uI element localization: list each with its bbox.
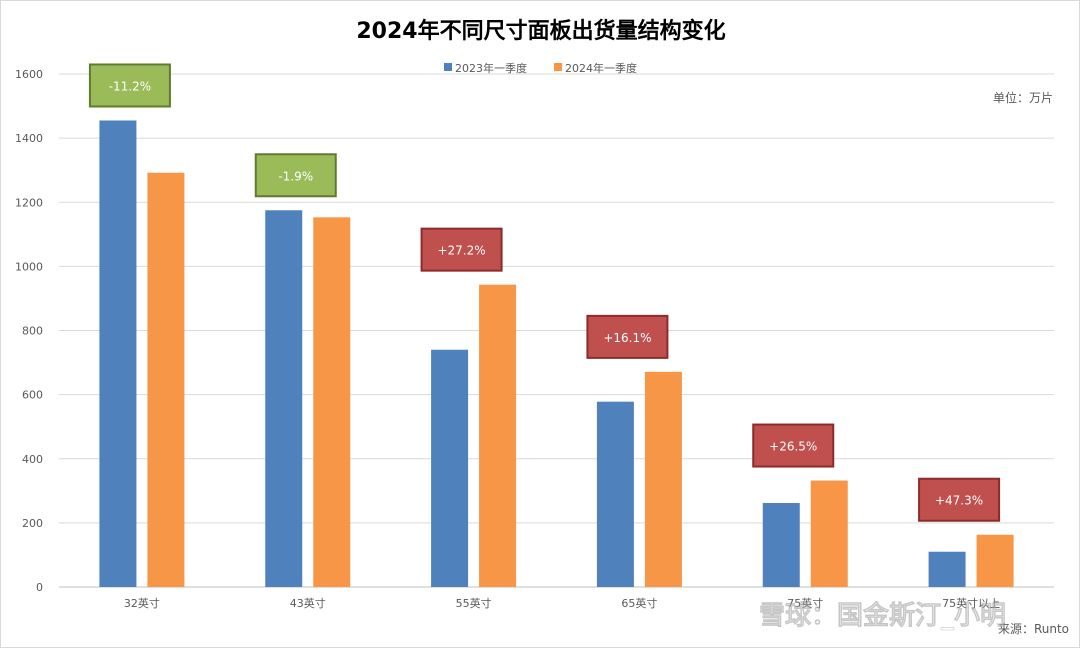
change-callout: +47.3% — [918, 477, 1001, 522]
change-callout-label: +27.2% — [437, 244, 485, 258]
legend: 2023年一季度 2024年一季度 — [444, 61, 637, 75]
bar-2024q1 — [147, 172, 185, 587]
change-callout: -11.2% — [88, 63, 171, 108]
y-tick-label: 1600 — [15, 68, 43, 81]
legend-swatch — [554, 63, 562, 71]
change-callout-label: +16.1% — [603, 331, 651, 345]
change-callout-label: -11.2% — [109, 79, 151, 93]
change-callout-label: +47.3% — [935, 494, 983, 508]
snowball-logo-icon — [722, 599, 754, 631]
x-tick-label: 75英寸 — [787, 596, 823, 610]
change-callout: +16.1% — [586, 314, 669, 359]
change-callout-box — [918, 477, 1001, 522]
change-callout-box — [752, 423, 835, 468]
bar-2024q1 — [313, 217, 351, 587]
x-tick-label: 43英寸 — [290, 596, 326, 610]
change-callout-label: +26.5% — [769, 440, 817, 454]
x-tick-label: 32英寸 — [124, 596, 160, 610]
bar-2024q1 — [976, 534, 1014, 587]
watermark-text: 雪球：国金斯汀_小明 — [759, 600, 1006, 631]
change-callout-box — [88, 63, 171, 108]
watermark: 雪球：国金斯汀_小明 — [722, 599, 1006, 631]
x-tick-label: 65英寸 — [621, 596, 657, 610]
chart-title: 2024年不同尺寸面板出货量结构变化 — [356, 18, 725, 44]
y-tick-label: 1000 — [15, 260, 43, 273]
legend-item: 2023年一季度 — [444, 61, 527, 75]
bar-2023q1 — [431, 349, 469, 587]
y-tick-label: 1200 — [15, 196, 43, 209]
y-axis: 0 200 400 600 800 1000 1200 1400 1600 — [15, 68, 43, 594]
unit-label: 单位：万片 — [993, 90, 1053, 105]
bar-2024q1 — [644, 371, 682, 587]
change-callout: +26.5% — [752, 423, 835, 468]
change-callouts: -11.2% -1.9% +27.2% +16.1% +26.5% +47.3% — [88, 63, 1001, 522]
change-callout-box — [420, 227, 503, 272]
x-tick-label: 55英寸 — [456, 596, 492, 610]
bar-2023q1 — [596, 401, 634, 587]
y-tick-label: 0 — [36, 581, 43, 594]
change-callout: +27.2% — [420, 227, 503, 272]
bar-2023q1 — [928, 551, 966, 587]
x-axis: 32英寸 43英寸 55英寸 65英寸 75英寸 75英寸以上 — [124, 596, 1000, 610]
legend-item: 2024年一季度 — [554, 61, 637, 75]
y-tick-label: 200 — [22, 517, 43, 530]
legend-label: 2023年一季度 — [455, 61, 527, 75]
y-tick-label: 1400 — [15, 132, 43, 145]
grid-lines — [59, 73, 1054, 588]
change-callout-box — [254, 153, 337, 198]
change-callout: -1.9% — [254, 153, 337, 198]
change-callout-label: -1.9% — [278, 169, 313, 183]
change-callout-box — [586, 314, 669, 359]
y-tick-label: 400 — [22, 453, 43, 466]
x-tick-label: 75英寸以上 — [942, 596, 1000, 610]
source-label: 来源：Runto — [998, 622, 1069, 636]
bar-2023q1 — [265, 210, 303, 587]
legend-label: 2024年一季度 — [565, 61, 637, 75]
bars — [99, 120, 1014, 587]
bar-2024q1 — [479, 284, 517, 587]
legend-swatch — [444, 63, 452, 71]
bar-2024q1 — [810, 480, 848, 587]
y-tick-label: 600 — [22, 389, 43, 402]
y-tick-label: 800 — [22, 325, 43, 338]
bar-2023q1 — [762, 502, 800, 587]
bar-2023q1 — [99, 120, 137, 587]
